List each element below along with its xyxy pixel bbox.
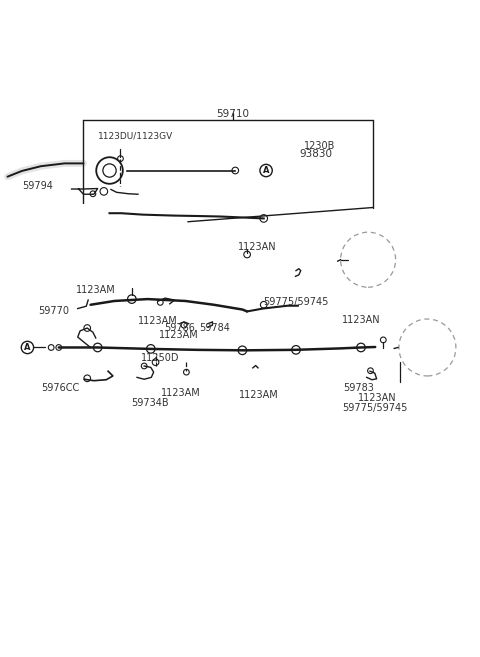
Text: 59786: 59786 [164, 323, 195, 332]
Text: 59794: 59794 [22, 181, 53, 191]
Text: 1123AN: 1123AN [342, 315, 381, 325]
Text: A: A [263, 166, 269, 175]
Text: 59710: 59710 [216, 109, 250, 119]
Text: 59770: 59770 [38, 306, 70, 316]
Text: 1123DU/1123GV: 1123DU/1123GV [97, 132, 173, 141]
Text: 11250D: 11250D [141, 353, 180, 363]
Text: 59783: 59783 [343, 383, 374, 394]
Text: 1123AN: 1123AN [238, 242, 276, 252]
Text: 59775/59745: 59775/59745 [342, 403, 408, 413]
Text: 5976CC: 5976CC [42, 383, 80, 394]
Text: 59775/59745: 59775/59745 [263, 298, 328, 307]
Text: A: A [24, 343, 31, 352]
Text: 1123AM: 1123AM [161, 388, 201, 398]
Text: 1123AM: 1123AM [76, 284, 116, 294]
Text: 93830: 93830 [300, 149, 332, 159]
Text: 1123AM: 1123AM [159, 330, 199, 340]
Text: 59784: 59784 [200, 323, 230, 332]
Text: 1123AM: 1123AM [239, 390, 279, 400]
Text: 59734B: 59734B [131, 397, 168, 407]
Text: 1230B: 1230B [304, 141, 336, 151]
Text: 1123AM: 1123AM [138, 316, 178, 326]
Text: 1123AN: 1123AN [358, 393, 396, 403]
